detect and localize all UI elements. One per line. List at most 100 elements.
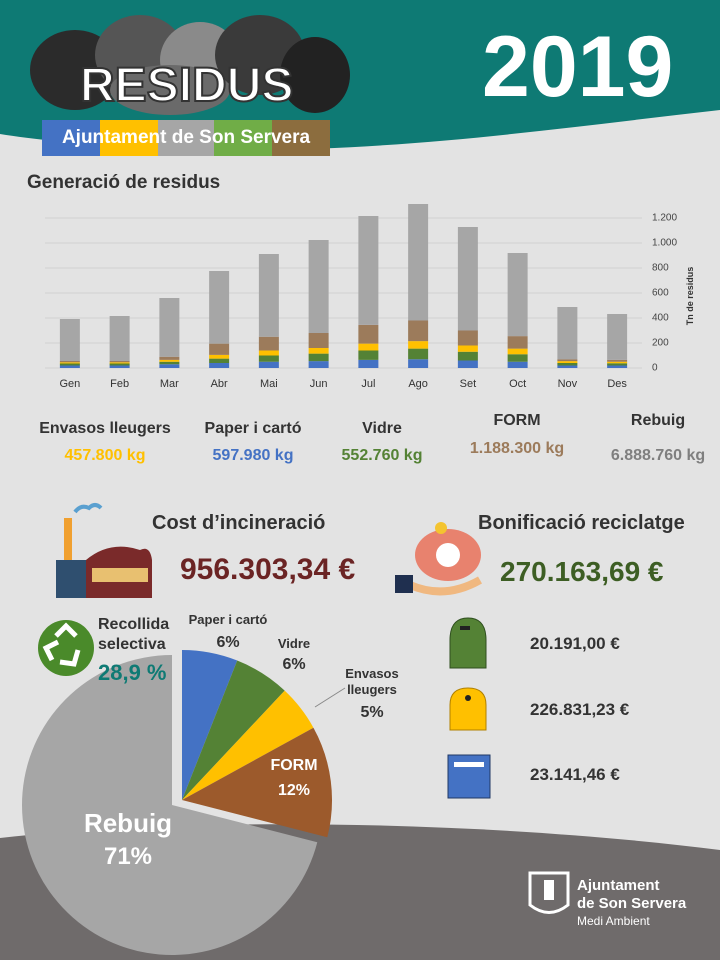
- bar-segment: [507, 361, 528, 368]
- bar-segment: [308, 240, 329, 333]
- pie-value-label: 6%: [282, 656, 306, 673]
- x-tick-label: Set: [460, 378, 477, 390]
- logo-strip: [42, 120, 330, 156]
- pie-value-label: 5%: [360, 704, 384, 721]
- y-tick-label: 400: [652, 313, 669, 324]
- bar-segment: [507, 348, 528, 355]
- bar-segment: [308, 333, 329, 348]
- bar-segment: [59, 365, 80, 368]
- bar-segment: [59, 363, 80, 366]
- bar-segment: [59, 319, 80, 361]
- recycle-icon: [38, 620, 94, 676]
- bar-segment: [457, 360, 478, 368]
- bar-segment: [308, 361, 329, 368]
- selective-value: 28,9 %: [98, 660, 167, 685]
- pie-slice: [182, 690, 314, 800]
- bar-segment: [358, 350, 379, 360]
- y-tick-label: 200: [652, 338, 669, 349]
- bar-segment: [59, 361, 80, 363]
- bar-segment: [557, 361, 578, 363]
- bar-segment: [607, 359, 628, 362]
- bar-segment: [557, 307, 578, 360]
- pie-value-label: 71%: [103, 843, 153, 870]
- year: 2019: [482, 19, 674, 115]
- x-tick-label: Mar: [160, 378, 179, 390]
- bin-icons: [447, 617, 491, 799]
- bar-segment: [159, 356, 180, 360]
- pie-label: Vidre: [277, 636, 311, 651]
- bar-segment: [557, 359, 578, 362]
- bar-segment: [159, 359, 180, 362]
- legend-label: Rebuig: [630, 412, 686, 429]
- bar-segment: [308, 353, 329, 362]
- cost-title: Cost d’incineració: [152, 512, 326, 534]
- total-amount: 457.800 kg: [64, 447, 146, 464]
- bar-segment: [159, 364, 180, 368]
- pie-label: Paper i cartó: [188, 612, 268, 627]
- header-subtitle: Ajuntament de Son Servera: [61, 127, 311, 148]
- total-amount: 552.760 kg: [341, 447, 423, 464]
- pie-label: Rebuig: [83, 808, 173, 838]
- y-tick-label: 600: [652, 288, 669, 299]
- bar-segment: [258, 361, 279, 368]
- bar-segment: [209, 343, 230, 355]
- bar-segment: [507, 336, 528, 349]
- pie-label: FORM: [270, 757, 318, 774]
- x-tick-label: Oct: [509, 378, 526, 390]
- y-tick-label: 1.000: [652, 238, 677, 249]
- total-amount: 6.888.760 kg: [610, 447, 706, 464]
- bar-segment: [358, 359, 379, 368]
- bar-segment: [507, 354, 528, 362]
- pie-slice: [182, 727, 332, 838]
- legend-label: Paper i cartó: [204, 420, 302, 437]
- x-tick-label: Jul: [361, 378, 375, 390]
- piggy-icon: [395, 522, 482, 596]
- bar-segment: [109, 363, 130, 366]
- selective-label: Recollida selectiva: [98, 616, 170, 653]
- bar-segment: [408, 359, 429, 368]
- x-tick-label: Feb: [110, 378, 129, 390]
- pie-slice: [182, 660, 285, 800]
- bar-segment: [507, 253, 528, 337]
- pie-value-label: 6%: [216, 634, 240, 651]
- bar-segment: [358, 343, 379, 351]
- bar-segment: [457, 330, 478, 346]
- bar-segment: [308, 348, 329, 354]
- bar-segment: [109, 365, 130, 368]
- pie-value-label: 12%: [277, 782, 311, 799]
- pie-label: Envasos lleugers: [345, 666, 399, 697]
- y-tick-label: 800: [652, 263, 669, 274]
- bar-segment: [557, 365, 578, 368]
- bar-segment: [209, 354, 230, 359]
- bar-segment: [209, 271, 230, 344]
- bar-segment: [607, 363, 628, 366]
- bar-segment: [607, 361, 628, 364]
- bar-segment: [457, 351, 478, 361]
- bar-segment: [109, 361, 130, 363]
- bar-segment: [607, 314, 628, 360]
- bar-segment: [159, 298, 180, 357]
- bar-segment: [408, 320, 429, 342]
- bar-segment: [408, 348, 429, 360]
- bar-segment: [607, 365, 628, 368]
- total-amount: 597.980 kg: [212, 447, 294, 464]
- x-tick-label: Mai: [260, 378, 278, 390]
- bar-segment: [209, 363, 230, 368]
- x-tick-label: Ago: [408, 378, 428, 390]
- bonus-title: Bonificació reciclatge: [478, 512, 685, 534]
- total-amount: 1.188.300 kg: [469, 440, 565, 457]
- leader-line: [314, 687, 346, 708]
- y-tick-label: 0: [652, 363, 658, 374]
- bonus-value: 270.163,69 €: [500, 556, 664, 587]
- bar-segment: [457, 345, 478, 352]
- legend-label: Envasos lleugers: [39, 420, 171, 437]
- footer-line: Ajuntament: [577, 877, 660, 894]
- legend-label: FORM: [493, 412, 541, 429]
- y-axis-label: Tn de residus: [685, 266, 695, 326]
- bar-segment: [109, 362, 130, 364]
- chart-title: Generació de residus: [27, 172, 221, 193]
- factory-icon: [56, 503, 152, 598]
- bar-segment: [358, 324, 379, 344]
